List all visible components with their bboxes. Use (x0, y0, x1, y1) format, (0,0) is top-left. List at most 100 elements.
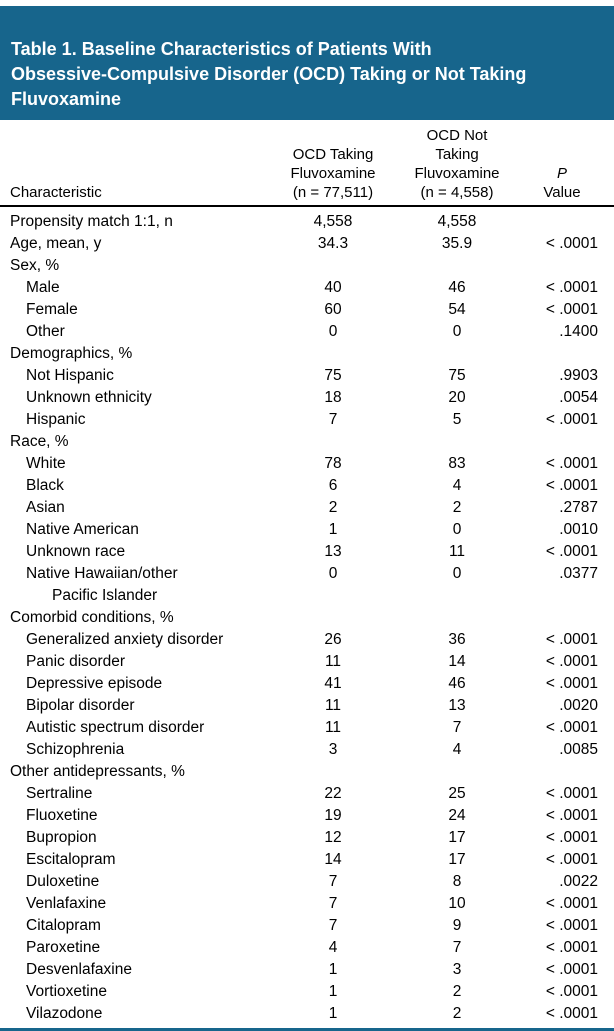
value-cell-not-taking: 3 (452, 961, 462, 978)
value-cell-taking (274, 761, 392, 783)
value-cell-taking: 0 (328, 323, 338, 340)
characteristic-cell: Demographics, % (10, 345, 133, 362)
value-cell-taking: 1 (328, 983, 338, 1000)
value-cell-not-taking: 20 (448, 389, 466, 406)
table-body: Propensity match 1:1, n 4,558 4,558 Age, me… (0, 206, 614, 1025)
value-cell-not-taking: 83 (448, 455, 466, 472)
p-value-cell: < .0001 (545, 829, 598, 846)
value-cell-not-taking (392, 431, 522, 453)
characteristic-cell: Unknown race (26, 543, 126, 560)
value-cell-not-taking: 46 (448, 279, 466, 296)
value-cell-taking: 1 (328, 961, 338, 978)
characteristic-cell: Vilazodone (26, 1005, 103, 1022)
value-cell-not-taking (392, 761, 522, 783)
value-cell-taking: 11 (324, 697, 342, 714)
value-cell-not-taking: 75 (448, 367, 466, 384)
characteristic-cell: Native Hawaiian/other Pacific Islander (26, 565, 178, 604)
value-cell-not-taking: 11 (448, 543, 466, 560)
table-row: Unknown race 13 11 < .0001 (0, 541, 614, 563)
p-value-cell (522, 607, 614, 629)
table-row: Bupropion 12 17 < .0001 (0, 827, 614, 849)
p-value-cell: < .0001 (545, 631, 598, 648)
table-title: Table 1. Baseline Characteristics of Pat… (11, 39, 527, 109)
p-value-cell (522, 343, 614, 365)
value-cell-taking: 7 (328, 895, 338, 912)
value-cell-not-taking: 25 (448, 785, 466, 802)
value-cell-taking: 41 (324, 675, 342, 692)
value-cell-taking: 1 (328, 521, 338, 538)
column-header-characteristic: Characteristic (0, 126, 274, 207)
value-cell-not-taking: 17 (448, 829, 466, 846)
baseline-characteristics-table: Characteristic OCD Taking Fluvoxamine (n… (0, 126, 614, 1025)
value-cell-not-taking: 10 (448, 895, 466, 912)
value-cell-not-taking: 35.9 (441, 235, 473, 252)
characteristic-cell: Panic disorder (26, 653, 126, 670)
value-cell-taking (274, 343, 392, 365)
p-value-cell: < .0001 (545, 939, 598, 956)
value-cell-taking: 2 (328, 499, 338, 516)
value-cell-taking: 1 (328, 1005, 338, 1022)
characteristic-cell: Not Hispanic (26, 367, 114, 384)
p-value-cell: < .0001 (545, 807, 598, 824)
p-value-cell: .0020 (559, 697, 598, 714)
characteristic-cell: Fluoxetine (26, 807, 98, 824)
column-header-ocd-taking-fluvoxamine: OCD Taking Fluvoxamine (n = 77,511) (274, 126, 392, 207)
table-row: Unknown ethnicity 18 20 .0054 (0, 387, 614, 409)
value-cell-taking (274, 607, 392, 629)
value-cell-not-taking: 36 (448, 631, 466, 648)
table-row: Desvenlafaxine 1 3 < .0001 (0, 959, 614, 981)
value-cell-taking: 6 (328, 477, 338, 494)
characteristic-cell: Escitalopram (26, 851, 116, 868)
value-cell-taking: 18 (324, 389, 342, 406)
p-value-cell: .1400 (559, 323, 598, 340)
characteristic-cell: Propensity match 1:1, n (10, 213, 173, 230)
table-row: Venlafaxine 7 10 < .0001 (0, 893, 614, 915)
table-row: Propensity match 1:1, n 4,558 4,558 (0, 206, 614, 233)
table-row: Duloxetine 7 8 .0022 (0, 871, 614, 893)
table-row: Hispanic 7 5 < .0001 (0, 409, 614, 431)
value-cell-taking: 14 (324, 851, 342, 868)
value-cell-taking: 3 (328, 741, 338, 758)
table-row: Other 0 0 .1400 (0, 321, 614, 343)
table-row: Fluoxetine 19 24 < .0001 (0, 805, 614, 827)
p-value-cell (522, 431, 614, 453)
p-value-cell: < .0001 (545, 961, 598, 978)
characteristic-cell: Black (26, 477, 64, 494)
p-value-cell: < .0001 (545, 785, 598, 802)
table-row: Other antidepressants, % (0, 761, 614, 783)
value-cell-taking: 26 (324, 631, 342, 648)
table-row: Depressive episode 41 46 < .0001 (0, 673, 614, 695)
p-value-cell: < .0001 (545, 719, 598, 736)
table-row: Sex, % (0, 255, 614, 277)
p-value-cell: < .0001 (545, 675, 598, 692)
characteristic-cell: Sertraline (26, 785, 93, 802)
value-cell-not-taking: 14 (448, 653, 466, 670)
value-cell-not-taking: 24 (448, 807, 466, 824)
value-cell-taking (274, 431, 392, 453)
value-cell-taking: 60 (324, 301, 342, 318)
p-value-cell: .0085 (559, 741, 598, 758)
p-value-cell (522, 761, 614, 783)
characteristic-cell: Paroxetine (26, 939, 101, 956)
characteristic-cell: Hispanic (26, 411, 86, 428)
p-value-cell: < .0001 (545, 543, 598, 560)
value-cell-taking: 40 (324, 279, 342, 296)
characteristic-cell: Other (26, 323, 65, 340)
value-cell-not-taking: 0 (452, 323, 462, 340)
characteristic-cell: Unknown ethnicity (26, 389, 152, 406)
value-cell-taking: 0 (328, 565, 338, 582)
characteristic-cell: Other antidepressants, % (10, 763, 185, 780)
table-row: Bipolar disorder 11 13 .0020 (0, 695, 614, 717)
table-row: Autistic spectrum disorder 11 7 < .0001 (0, 717, 614, 739)
characteristic-cell: Desvenlafaxine (26, 961, 132, 978)
p-value-cell: < .0001 (545, 455, 598, 472)
value-cell-not-taking: 2 (452, 499, 462, 516)
value-cell-not-taking: 2 (452, 983, 462, 1000)
characteristic-cell: Race, % (10, 433, 69, 450)
characteristic-cell: Autistic spectrum disorder (26, 719, 205, 736)
value-cell-taking (274, 255, 392, 277)
characteristic-cell: Bipolar disorder (26, 697, 135, 714)
characteristic-cell: White (26, 455, 66, 472)
characteristic-cell: Schizophrenia (26, 741, 125, 758)
value-cell-not-taking: 2 (452, 1005, 462, 1022)
